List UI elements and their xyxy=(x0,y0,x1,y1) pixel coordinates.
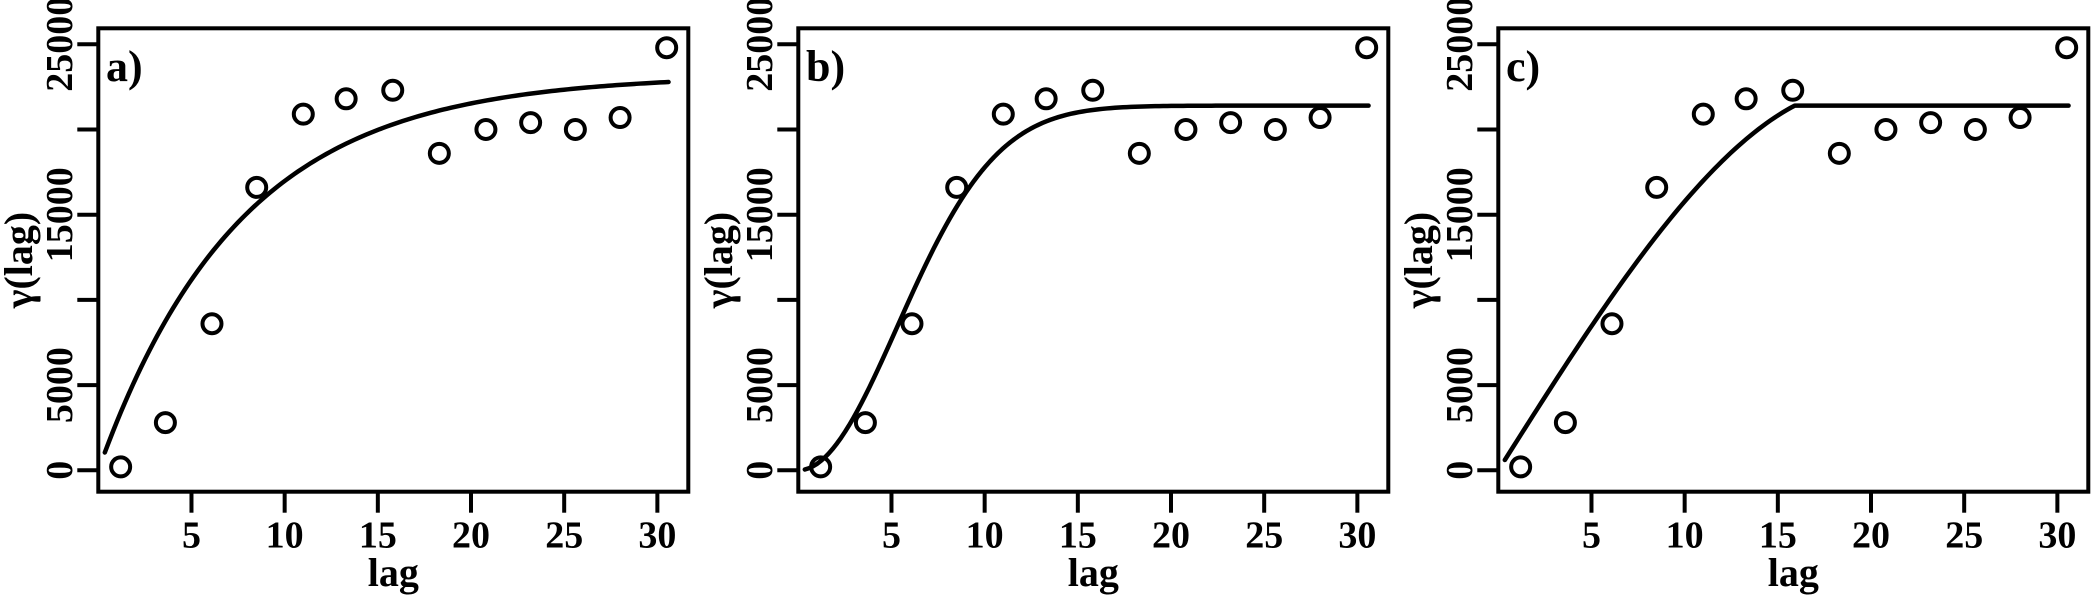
x-tick-label: 15 xyxy=(359,515,397,557)
y-tick-label: 25000 xyxy=(39,0,81,92)
x-tick-label: 25 xyxy=(545,515,583,557)
y-tick-label: 0 xyxy=(1439,461,1481,480)
data-point xyxy=(1691,102,1715,126)
x-tick-label: 5 xyxy=(882,515,901,557)
y-tick-label: 5000 xyxy=(39,347,81,423)
y-tick-label: 5000 xyxy=(1439,347,1481,423)
data-point xyxy=(809,455,833,479)
x-tick-label: 20 xyxy=(1152,515,1190,557)
plot-box xyxy=(96,26,691,494)
x-axis-label: lag xyxy=(368,550,419,595)
data-point xyxy=(1219,111,1243,135)
model-curve xyxy=(102,79,671,455)
data-point xyxy=(474,117,498,141)
data-point xyxy=(1174,117,1198,141)
y-axis-label: γ(lag) xyxy=(0,212,41,309)
x-axis-label: lag xyxy=(1068,550,1119,595)
data-point xyxy=(1645,175,1669,199)
x-tick-label: 25 xyxy=(1945,515,1983,557)
x-tick-label: 15 xyxy=(1059,515,1097,557)
x-tick-label: 10 xyxy=(1666,515,1704,557)
y-axis-label: γ(lag) xyxy=(1400,212,1441,309)
panel-b-plot: 5 10 15 20 25 30 0 5000 15000 25000 lag γ(lag) b) xyxy=(700,0,1391,595)
data-point xyxy=(334,87,358,111)
panel-label: c) xyxy=(1506,42,1540,91)
data-point xyxy=(519,111,543,135)
plot-box xyxy=(796,26,1391,494)
panel-label: b) xyxy=(806,42,845,91)
data-point xyxy=(991,102,1015,126)
data-point xyxy=(427,141,451,165)
y-tick-label: 15000 xyxy=(1439,167,1481,262)
x-tick-label: 20 xyxy=(1852,515,1890,557)
data-point xyxy=(1600,312,1624,336)
y-tick-label: 0 xyxy=(39,461,81,480)
data-point xyxy=(1919,111,1943,135)
data-point xyxy=(1553,411,1577,435)
y-axis-label: γ(lag) xyxy=(700,212,741,309)
y-tick-label: 15000 xyxy=(739,167,781,262)
data-point xyxy=(1034,87,1058,111)
data-point xyxy=(655,36,679,60)
y-tick-label: 25000 xyxy=(1439,0,1481,92)
x-tick-label: 15 xyxy=(1759,515,1797,557)
data-point xyxy=(1355,36,1379,60)
data-point xyxy=(900,312,924,336)
data-point xyxy=(1827,141,1851,165)
x-tick-label: 30 xyxy=(638,515,676,557)
data-point xyxy=(2008,106,2032,130)
x-tick-label: 10 xyxy=(966,515,1004,557)
data-point xyxy=(1127,141,1151,165)
data-point xyxy=(245,175,269,199)
data-point xyxy=(608,106,632,130)
x-tick-label: 20 xyxy=(452,515,490,557)
data-point xyxy=(1509,455,1533,479)
x-tick-label: 25 xyxy=(1245,515,1283,557)
panel-label: a) xyxy=(106,42,143,91)
data-point xyxy=(1263,117,1287,141)
data-point xyxy=(563,117,587,141)
data-point xyxy=(291,102,315,126)
data-point xyxy=(200,312,224,336)
plot-box xyxy=(1496,26,2091,494)
data-point xyxy=(853,411,877,435)
y-tick-label: 0 xyxy=(739,461,781,480)
data-point xyxy=(1781,78,1805,102)
y-tick-label: 15000 xyxy=(39,167,81,262)
data-point xyxy=(1081,78,1105,102)
data-point xyxy=(2055,36,2079,60)
model-curve xyxy=(802,103,1371,472)
data-point xyxy=(945,175,969,199)
model-curve xyxy=(1502,103,2071,463)
panel-a-plot: 5 10 15 20 25 30 0 5000 15000 25000 lag γ(lag) a) xyxy=(0,0,691,595)
data-point xyxy=(109,455,133,479)
y-tick-label: 5000 xyxy=(739,347,781,423)
x-axis-label: lag xyxy=(1768,550,1819,595)
x-tick-label: 30 xyxy=(1338,515,1376,557)
data-point xyxy=(1308,106,1332,130)
panel-c-plot: 5 10 15 20 25 30 0 5000 15000 25000 lag γ(lag) c) xyxy=(1400,0,2091,595)
data-point xyxy=(1963,117,1987,141)
x-tick-label: 30 xyxy=(2038,515,2076,557)
data-point xyxy=(1874,117,1898,141)
y-tick-label: 25000 xyxy=(739,0,781,92)
data-point xyxy=(381,78,405,102)
data-point xyxy=(153,411,177,435)
x-tick-label: 5 xyxy=(1582,515,1601,557)
x-tick-label: 10 xyxy=(266,515,304,557)
data-point xyxy=(1734,87,1758,111)
x-tick-label: 5 xyxy=(182,515,201,557)
